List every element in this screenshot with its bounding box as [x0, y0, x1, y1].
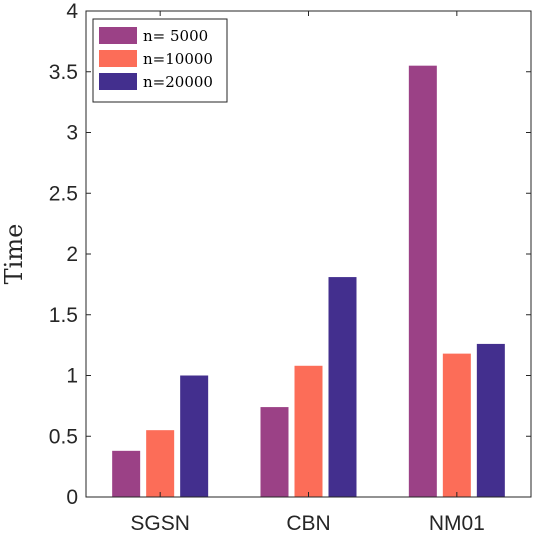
bars-group: [112, 65, 505, 498]
legend-swatch-series-1: [99, 27, 137, 44]
bar-sgsn-series-2: [146, 430, 175, 497]
y-tick-label: 2.5: [49, 182, 78, 205]
y-tick-label: 1.5: [49, 304, 78, 327]
bar-sgsn-series-3: [180, 375, 209, 497]
y-tick-label: 2: [66, 243, 78, 266]
legend-label-series-2: n=10000: [143, 50, 213, 68]
legend-label-series-3: n=20000: [143, 73, 213, 91]
bar-nm01-series-1: [408, 65, 437, 498]
legend-swatch-series-3: [99, 73, 137, 90]
y-tick-label: 0: [66, 486, 78, 509]
legend-swatch-series-2: [99, 50, 137, 67]
legend: n= 5000 n=10000 n=20000: [92, 18, 228, 103]
bar-sgsn-series-1: [112, 450, 141, 497]
bar-cbn-series-3: [328, 277, 357, 497]
bar-cbn-series-1: [260, 407, 289, 497]
y-axis-ticks: 0 0.5 1 1.5 2 2.5 3 3.5 4: [49, 0, 531, 509]
y-tick-label: 0.5: [49, 425, 78, 448]
bar-nm01-series-2: [442, 353, 471, 497]
x-tick-label-nm01: NM01: [429, 512, 485, 535]
x-axis-ticks: SGSN CBN NM01: [130, 11, 485, 535]
y-tick-label: 1: [66, 365, 78, 388]
x-tick-label-cbn: CBN: [286, 512, 330, 535]
x-tick-label-sgsn: SGSN: [130, 512, 190, 535]
y-axis-label: Time: [0, 224, 28, 285]
y-tick-label: 4: [66, 0, 78, 23]
legend-label-series-1: n= 5000: [143, 27, 208, 45]
y-tick-label: 3.5: [49, 61, 78, 84]
bar-cbn-series-2: [294, 365, 323, 497]
y-tick-label: 3: [66, 122, 78, 145]
bar-nm01-series-3: [476, 343, 505, 497]
